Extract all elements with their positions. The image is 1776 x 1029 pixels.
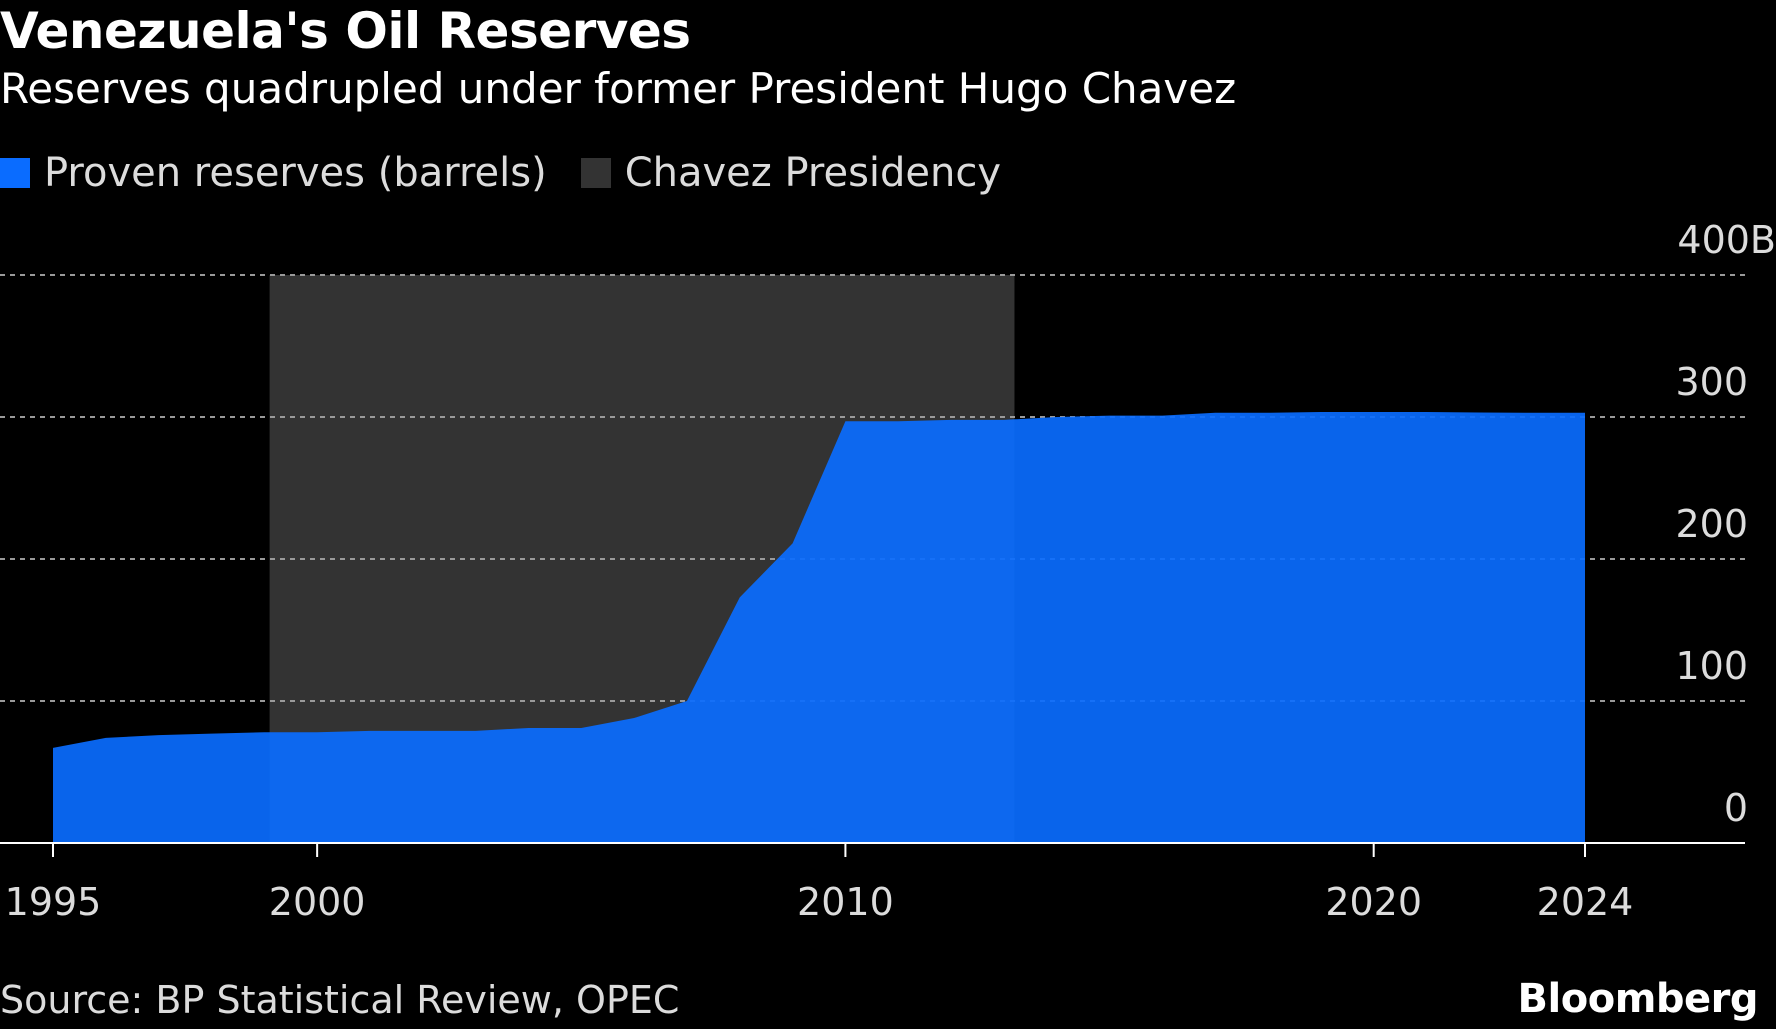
data-point-2018 [1265,410,1271,416]
area-series-reserves [53,412,1585,843]
data-point-1997 [156,732,162,738]
data-point-2001 [367,728,373,734]
data-point-1998 [208,731,214,737]
x-tick-label-1995: 1995 [5,880,102,924]
data-point-2005 [578,725,584,731]
data-point-2007 [684,698,690,704]
legend-item-chavez: Chavez Presidency [580,150,1002,196]
data-point-2003 [473,728,479,734]
data-point-2021 [1424,409,1430,415]
data-point-2008 [737,594,743,600]
data-point-2006 [631,715,637,721]
source-note: Source: BP Statistical Review, OPEC [0,978,680,1022]
bloomberg-logo: Bloomberg [1517,976,1759,1022]
legend-swatch-chavez [580,158,611,188]
x-tick-label-2024: 2024 [1537,880,1634,924]
data-point-1999 [261,729,267,735]
y-tick-label-200: 200 [1675,502,1748,546]
data-point-2011 [895,418,901,424]
data-point-1995 [50,745,56,751]
data-point-2016 [1159,413,1165,419]
data-point-2012 [948,417,954,423]
data-point-2024 [1582,410,1588,416]
data-point-2004 [525,725,531,731]
legend: Proven reserves (barrels) Chavez Preside… [0,150,1035,196]
y-tick-label-0: 0 [1724,786,1748,830]
data-point-2015 [1107,413,1113,419]
data-point-2017 [1212,410,1218,416]
y-tick-label-400: 400B [1677,218,1776,262]
data-point-2000 [314,729,320,735]
chart-title: Venezuela's Oil Reserves [0,2,691,60]
x-tick-label-2010: 2010 [797,880,894,924]
legend-swatch-reserves [0,158,30,188]
legend-label-chavez: Chavez Presidency [624,150,1002,196]
data-point-2020 [1371,409,1377,415]
chart-subtitle: Reserves quadrupled under former Preside… [0,64,1237,113]
data-point-2009 [790,540,796,546]
data-point-2013 [1001,417,1007,423]
y-tick-label-100: 100 [1675,644,1748,688]
x-tick-label-2020: 2020 [1325,880,1422,924]
data-point-1996 [103,735,109,741]
data-point-2023 [1529,410,1535,416]
x-tick-label-2000: 2000 [269,880,366,924]
data-point-2010 [842,418,848,424]
legend-item-reserves: Proven reserves (barrels) [0,150,547,196]
data-point-2022 [1476,409,1482,415]
data-point-2014 [1054,414,1060,420]
data-point-2002 [420,728,426,734]
data-point-2019 [1318,409,1324,415]
legend-label-reserves: Proven reserves (barrels) [44,150,547,196]
y-tick-label-300: 300 [1675,360,1748,404]
